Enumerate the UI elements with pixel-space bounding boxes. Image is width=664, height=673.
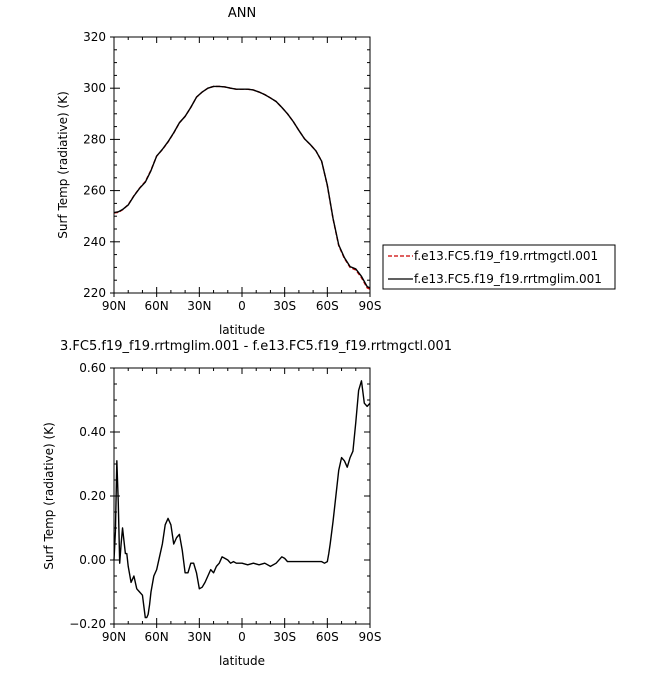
x-tick-label: 30S	[273, 630, 296, 644]
bottom-x-axis-label: latitude	[219, 654, 265, 668]
y-tick-label: 320	[83, 30, 106, 44]
x-tick-label: 0	[238, 630, 246, 644]
y-tick-label: 300	[83, 81, 106, 95]
legend-label-lim: f.e13.FC5.f19_f19.rrtmglim.001	[414, 272, 602, 286]
y-tick-label: 0.20	[79, 489, 106, 503]
legend: f.e13.FC5.f19_f19.rrtmgctl.001 f.e13.FC5…	[382, 244, 616, 290]
y-tick-label: 260	[83, 184, 106, 198]
bottom-chart-title: 3.FC5.f19_f19.rrtmglim.001 - f.e13.FC5.f…	[60, 339, 452, 354]
y-tick-label: 240	[83, 235, 106, 249]
x-tick-label: 90N	[102, 299, 126, 313]
legend-box	[382, 244, 616, 290]
x-tick-label: 60S	[316, 630, 339, 644]
series-line-0	[113, 85, 371, 290]
bottom-plot-frame	[113, 367, 371, 625]
legend-label-ctl: f.e13.FC5.f19_f19.rrtmgctl.001	[414, 249, 598, 263]
y-tick-label: 0.00	[79, 553, 106, 567]
bottom-series-lines	[113, 380, 371, 619]
top-plot-frame	[113, 36, 371, 294]
top-x-ticks: 90N 60N 30N 0 30S 60S 90S	[102, 37, 382, 313]
x-tick-label: 0	[238, 299, 246, 313]
x-tick-label: 90S	[359, 630, 382, 644]
y-tick-label: 0.40	[79, 425, 106, 439]
bottom-x-ticks: 90N 60N 30N 0 30S 60S 90S	[102, 368, 382, 644]
series-line-0	[113, 380, 371, 619]
x-tick-label: 30S	[273, 299, 296, 313]
y-tick-label: −0.20	[69, 617, 106, 631]
x-tick-label: 60N	[145, 630, 169, 644]
series-line-1	[113, 85, 371, 289]
y-tick-label: 0.60	[79, 361, 106, 375]
x-tick-label: 90N	[102, 630, 126, 644]
x-tick-label: 30N	[187, 630, 211, 644]
top-y-axis-label: Surf Temp (radiative) (K)	[56, 91, 70, 239]
x-tick-label: 60N	[145, 299, 169, 313]
bottom-y-axis-label: Surf Temp (radiative) (K)	[42, 422, 56, 570]
top-panel: ANN Surf Temp (radiative) (K) latitude 9…	[56, 6, 381, 337]
top-x-axis-label: latitude	[219, 323, 265, 337]
x-tick-label: 90S	[359, 299, 382, 313]
y-tick-label: 280	[83, 132, 106, 146]
y-tick-label: 220	[83, 286, 106, 300]
x-tick-label: 60S	[316, 299, 339, 313]
top-series-lines	[113, 85, 371, 290]
bottom-panel: 3.FC5.f19_f19.rrtmglim.001 - f.e13.FC5.f…	[42, 339, 452, 668]
top-y-ticks: 220 240 260 280 300 320	[83, 30, 370, 300]
x-tick-label: 30N	[187, 299, 211, 313]
top-chart-title: ANN	[228, 6, 256, 21]
